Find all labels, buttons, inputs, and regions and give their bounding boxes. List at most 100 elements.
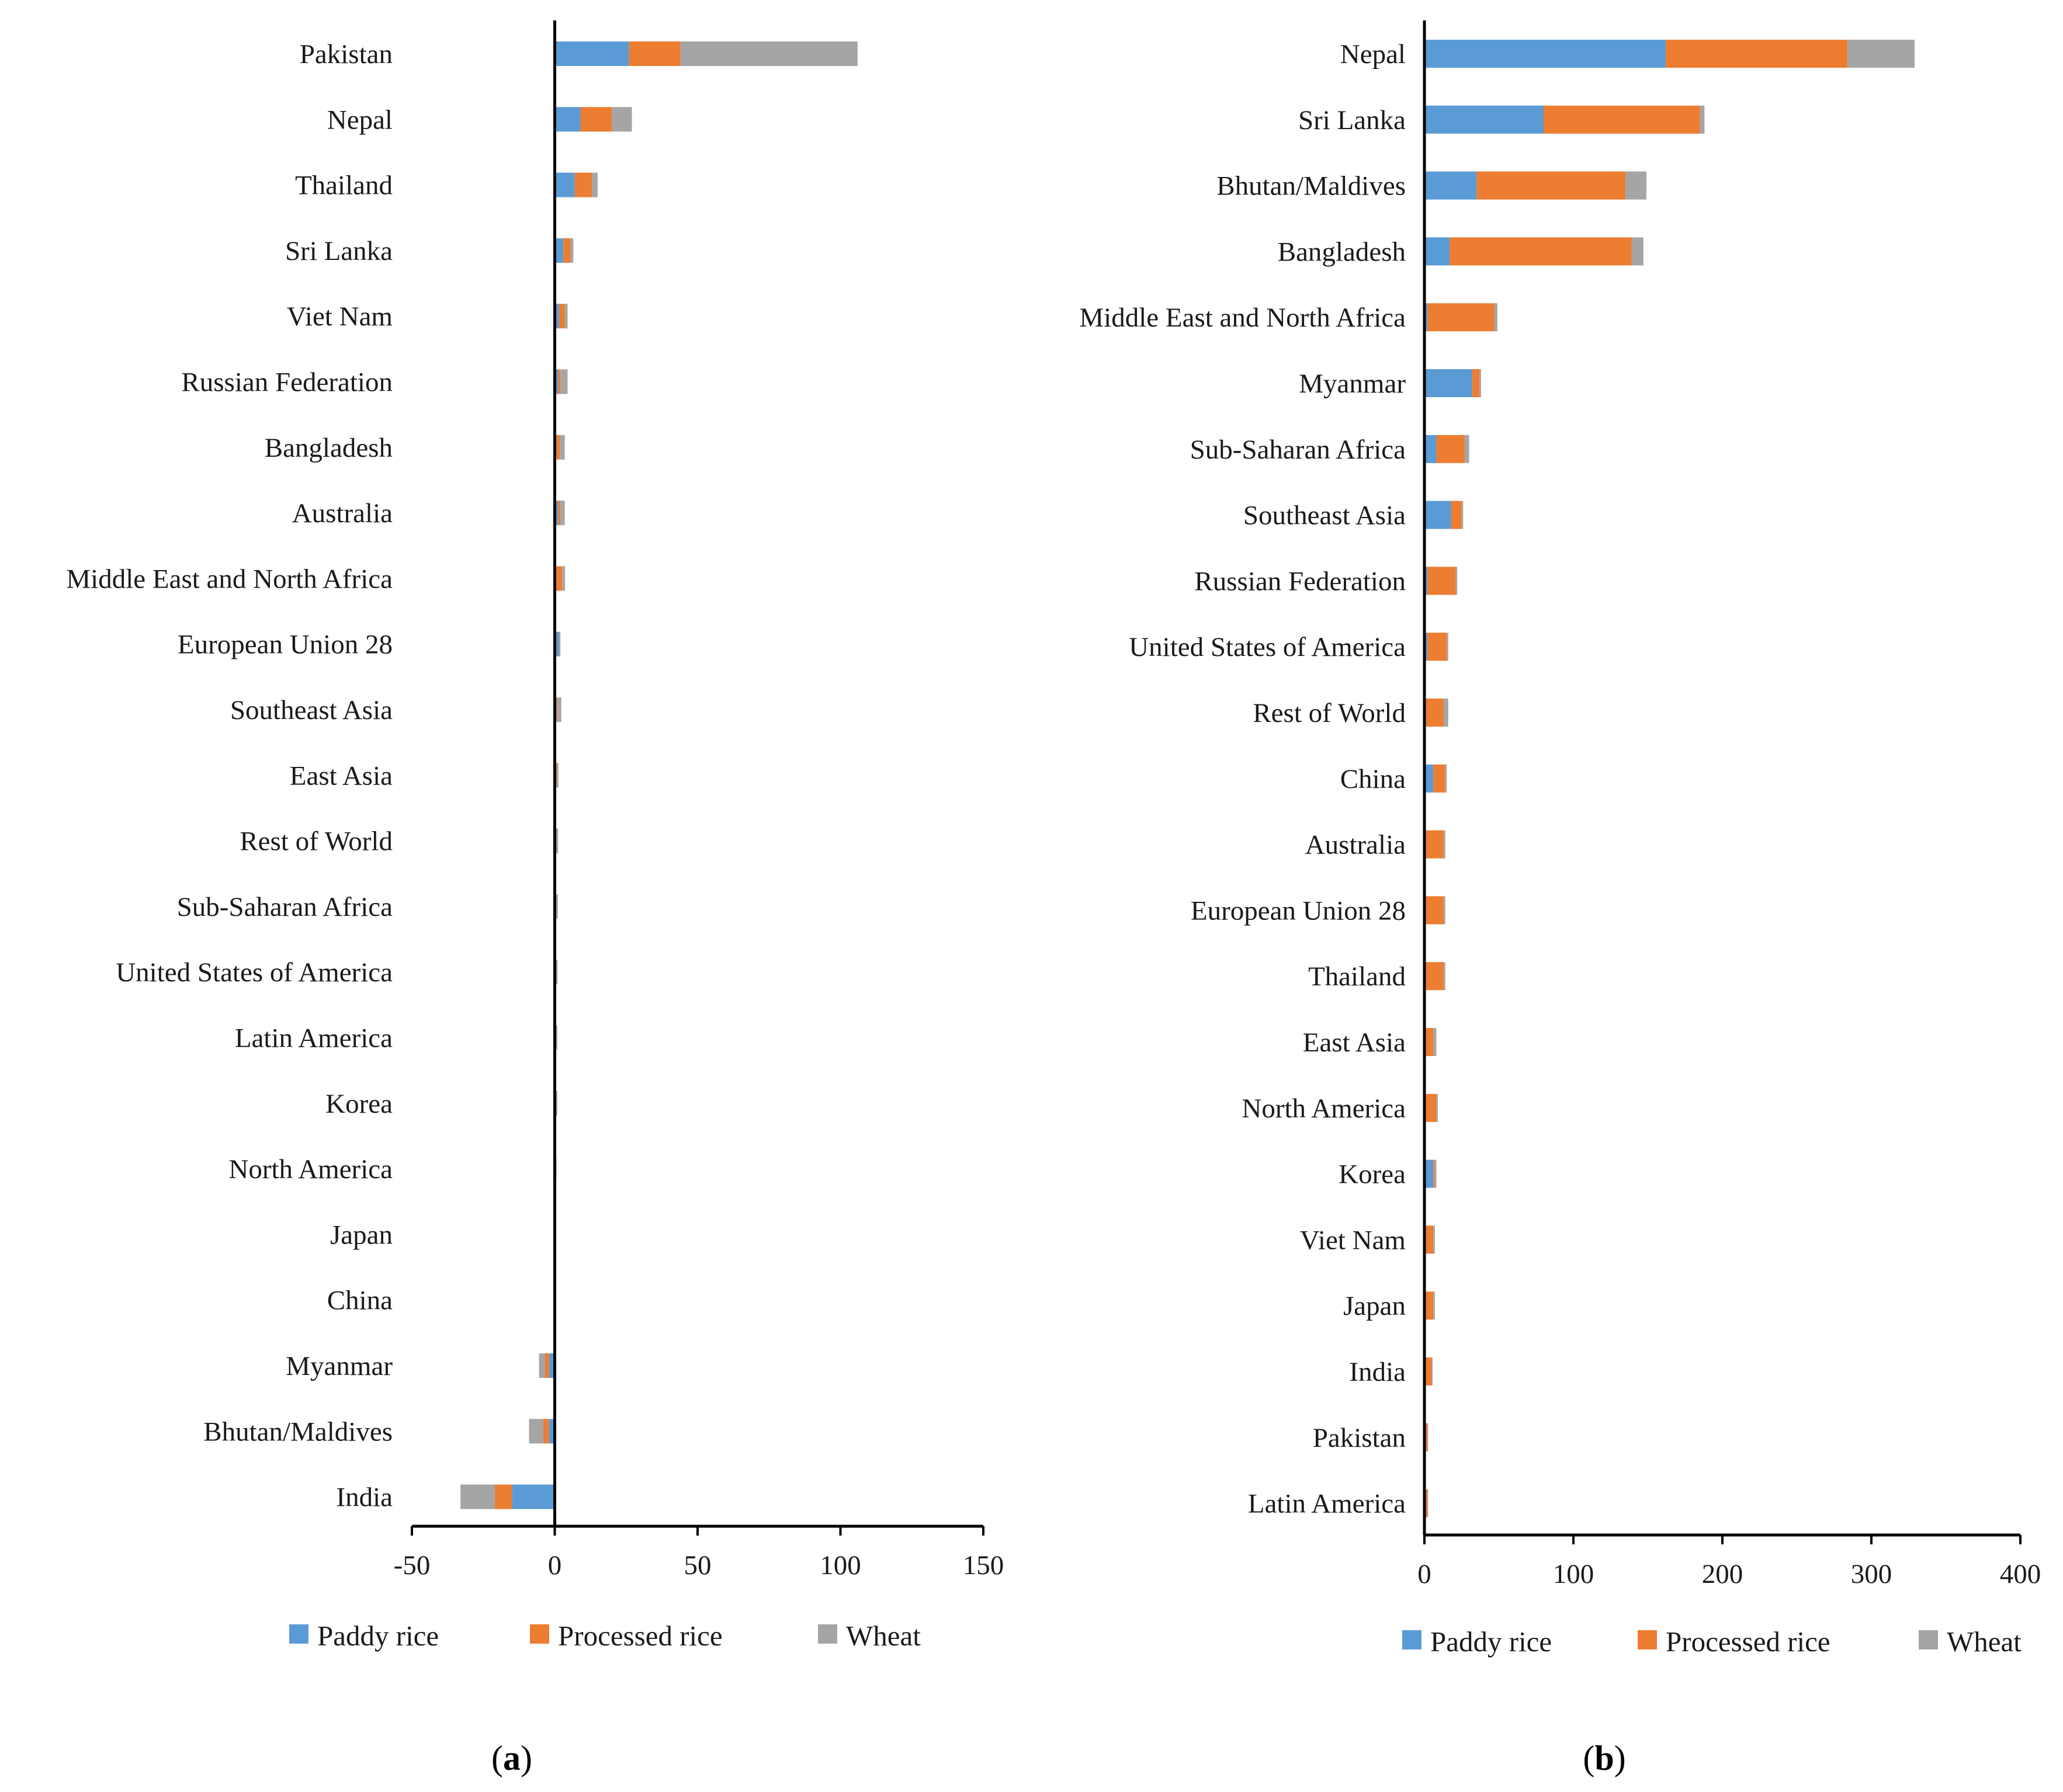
panel-b-bar-bhutan-maldives-wheat bbox=[1625, 171, 1646, 200]
panel-b-bar-latin-america-wheat bbox=[1427, 1489, 1429, 1517]
panel-b-bar-bangladesh-paddy-rice bbox=[1424, 237, 1450, 266]
panel-a-legend-swatch-paddy-rice bbox=[289, 1624, 308, 1644]
panel-a-bar-european-union-28-processed-rice bbox=[559, 631, 560, 657]
panel-a-legend-swatch-wheat bbox=[818, 1624, 837, 1644]
panel-b-bar-sub-saharan-africa-paddy-rice bbox=[1424, 435, 1437, 463]
panel-a-bar-russian-federation-processed-rice bbox=[558, 369, 561, 394]
panel-b-bar-bhutan-maldives-processed-rice bbox=[1476, 171, 1626, 200]
panel-a-category-label-japan: Japan bbox=[330, 1220, 393, 1250]
panel-a-bar-australia-processed-rice bbox=[558, 501, 561, 526]
panel-a-bar-viet-nam-paddy-rice bbox=[554, 304, 559, 329]
panel-b-bar-bangladesh-wheat bbox=[1631, 237, 1644, 266]
panel-b-category-label-east-asia: East Asia bbox=[1303, 1027, 1406, 1058]
panel-b-panel-label: (b) bbox=[1583, 1739, 1625, 1777]
panel-a-category-label-thailand: Thailand bbox=[295, 171, 393, 201]
panel-a-category-label-middle-east-and-north-africa: Middle East and North Africa bbox=[66, 564, 393, 594]
panel-a-bar-viet-nam-wheat bbox=[564, 304, 568, 329]
panel-a-bar-nepal-processed-rice bbox=[580, 107, 612, 132]
panel-b-tick-label-200: 200 bbox=[1702, 1559, 1743, 1589]
panel-a-bar-australia-paddy-rice bbox=[554, 501, 559, 526]
panel-a-tick-label-100: 100 bbox=[820, 1550, 861, 1581]
panel-a-bar-thailand-paddy-rice bbox=[554, 172, 575, 197]
panel-b-bar-middle-east-and-north-africa-paddy-rice bbox=[1424, 303, 1428, 332]
panel-a-bar-myanmar-paddy-rice bbox=[549, 1353, 555, 1378]
panel-b-legend-swatch-wheat bbox=[1919, 1630, 1938, 1649]
panel-b-category-label-india: India bbox=[1349, 1357, 1406, 1387]
panel-a-bar-russian-federation-paddy-rice bbox=[554, 369, 559, 394]
panel-b-bar-nepal-paddy-rice bbox=[1424, 40, 1666, 68]
panel-b-bar-southeast-asia-processed-rice bbox=[1451, 501, 1462, 529]
panel-b-legend-swatch-processed-rice bbox=[1638, 1630, 1657, 1649]
panel-a-bar-bhutan-maldives-processed-rice bbox=[543, 1419, 549, 1444]
panel-a-category-label-pakistan: Pakistan bbox=[300, 39, 393, 70]
panel-b-bar-myanmar-processed-rice bbox=[1472, 369, 1480, 397]
panel-a-category-label-north-america: North America bbox=[228, 1154, 393, 1185]
panel-a-category-label-east-asia: East Asia bbox=[290, 760, 393, 791]
panel-a-panel-label: (a) bbox=[491, 1739, 532, 1777]
panel-a-category-label-latin-america: Latin America bbox=[235, 1023, 393, 1054]
panel-b-category-label-myanmar: Myanmar bbox=[1299, 369, 1406, 399]
panel-a-bar-rest-of-world-wheat bbox=[556, 828, 559, 853]
panel-b-bar-sub-saharan-africa-wheat bbox=[1464, 435, 1469, 463]
panel-a-bar-nepal-wheat bbox=[612, 107, 632, 132]
panel-b-bar-east-asia-wheat bbox=[1433, 1028, 1437, 1056]
panel-a-bar-southeast-asia-processed-rice bbox=[556, 697, 557, 722]
panel-a-category-label-australia: Australia bbox=[292, 498, 393, 529]
panel-b-category-label-viet-nam: Viet Nam bbox=[1300, 1225, 1406, 1255]
panel-b-bar-china-processed-rice bbox=[1433, 764, 1445, 793]
panel-b-legend-swatch-paddy-rice bbox=[1402, 1630, 1421, 1649]
panel-b-bar-european-union-28-wheat bbox=[1444, 896, 1445, 925]
panel-b-tick-label-100: 100 bbox=[1553, 1559, 1594, 1589]
panel-b-bar-russian-federation-paddy-rice bbox=[1424, 567, 1428, 595]
panel-a-legend-swatch-processed-rice bbox=[530, 1624, 549, 1644]
panel-a-bar-pakistan-processed-rice bbox=[629, 41, 681, 66]
panel-a-bar-east-asia-wheat bbox=[556, 763, 559, 788]
panel-b-category-label-latin-america: Latin America bbox=[1248, 1489, 1406, 1519]
panel-a-chart: Pakistan Nepal Thailand Sri Lanka Viet Nam Ru… bbox=[66, 20, 1004, 1777]
panel-a-bar-pakistan-wheat bbox=[680, 41, 858, 66]
panel-a-bar-european-union-28-paddy-rice bbox=[554, 631, 560, 657]
panel-b-chart: Nepal Sri Lanka Bhutan/Maldives Bangladesh M… bbox=[1079, 20, 2041, 1777]
panel-a-bar-pakistan-paddy-rice bbox=[554, 41, 629, 66]
panel-b-bar-latin-america-processed-rice bbox=[1426, 1489, 1428, 1517]
panel-b-bar-viet-nam-wheat bbox=[1433, 1225, 1435, 1254]
panel-b-legend-label-paddy-rice: Paddy rice bbox=[1430, 1626, 1552, 1658]
panel-b-bar-southeast-asia-wheat bbox=[1461, 501, 1464, 529]
panel-a-bar-thailand-processed-rice bbox=[574, 172, 592, 197]
panel-b-bar-north-america-wheat bbox=[1436, 1093, 1438, 1122]
panel-a-bar-sri-lanka-paddy-rice bbox=[554, 238, 564, 263]
panel-b-bar-india-processed-rice bbox=[1426, 1357, 1432, 1385]
panel-a-tick-label-50: -50 bbox=[394, 1550, 431, 1581]
panel-a-legend-label-wheat: Wheat bbox=[846, 1620, 921, 1652]
panel-a-category-label-russian-federation: Russian Federation bbox=[181, 367, 393, 398]
panel-a-category-label-rest-of-world: Rest of World bbox=[240, 826, 393, 857]
panel-b-category-label-australia: Australia bbox=[1305, 830, 1406, 860]
panel-a-bar-myanmar-wheat bbox=[539, 1353, 545, 1378]
panel-b-bar-middle-east-and-north-africa-processed-rice bbox=[1427, 303, 1495, 332]
panel-b-bar-sri-lanka-paddy-rice bbox=[1424, 105, 1544, 134]
panel-a-category-label-viet-nam: Viet Nam bbox=[287, 301, 393, 332]
panel-b-bar-australia-wheat bbox=[1444, 830, 1445, 859]
panel-b-bar-north-america-processed-rice bbox=[1426, 1093, 1437, 1122]
panel-a-bar-east-asia-processed-rice bbox=[556, 763, 557, 788]
panel-b-legend-label-wheat: Wheat bbox=[1947, 1626, 2022, 1658]
panel-b-category-label-korea: Korea bbox=[1339, 1159, 1406, 1190]
panel-b-bar-russian-federation-wheat bbox=[1455, 567, 1458, 595]
panel-a-bar-sub-saharan-africa-wheat bbox=[556, 894, 558, 919]
panel-b-bar-australia-processed-rice bbox=[1426, 830, 1444, 859]
panel-a-category-label-nepal: Nepal bbox=[327, 105, 393, 135]
panel-b-bar-viet-nam-processed-rice bbox=[1426, 1225, 1434, 1254]
panel-b-bar-sri-lanka-wheat bbox=[1700, 105, 1705, 134]
panel-b-category-label-bhutan-maldives: Bhutan/Maldives bbox=[1216, 171, 1406, 202]
panel-a-tick-label-0: 0 bbox=[548, 1550, 562, 1581]
panel-a-bar-india-paddy-rice bbox=[512, 1484, 555, 1509]
panel-b-bar-korea-processed-rice bbox=[1433, 1159, 1435, 1188]
panel-a-bar-india-wheat bbox=[460, 1484, 495, 1509]
panel-b-bar-myanmar-paddy-rice bbox=[1424, 369, 1472, 397]
panel-a-bar-middle-east-and-north-africa-processed-rice bbox=[556, 566, 563, 591]
panel-b-bar-thailand-processed-rice bbox=[1426, 962, 1444, 991]
panel-a-bar-sri-lanka-processed-rice bbox=[563, 238, 571, 263]
panel-a-bar-bhutan-maldives-wheat bbox=[529, 1419, 543, 1444]
panel-a-category-label-sri-lanka: Sri Lanka bbox=[285, 236, 393, 266]
panel-b-tick-label-300: 300 bbox=[1851, 1559, 1892, 1589]
